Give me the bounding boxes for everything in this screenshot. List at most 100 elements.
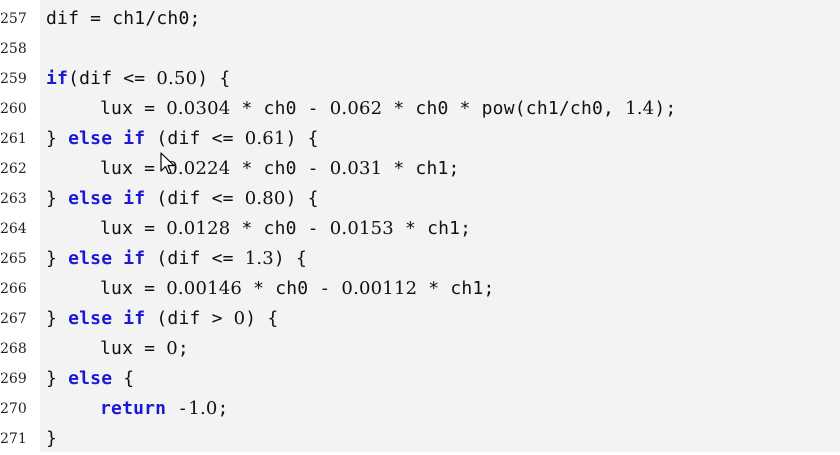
code-text: } else if (dif <= 0.80) {	[46, 184, 319, 214]
code-line: 268 lux = 0;	[0, 334, 840, 364]
code-line: 257 dif = ch1/ch0;	[0, 4, 840, 34]
code-keyword: else	[68, 368, 113, 389]
code-keyword: else if	[68, 128, 146, 149]
code-keyword: else if	[68, 188, 146, 209]
code-token: * ch0 -	[230, 158, 330, 179]
code-token: * ch0 -	[230, 98, 330, 119]
code-number: 0.61	[244, 128, 286, 149]
code-token: (dif <=	[145, 248, 245, 269]
code-token: ) {	[285, 188, 319, 209]
code-token: * ch0 -	[230, 218, 330, 239]
code-line: 265} else if (dif <= 1.3) {	[0, 244, 840, 274]
code-token: ;	[177, 338, 189, 359]
line-number: 270	[0, 401, 27, 417]
line-number: 266	[0, 281, 27, 297]
code-number: 0.0304	[166, 98, 231, 119]
code-token: (dif <=	[145, 128, 245, 149]
code-line: 271}	[0, 424, 840, 454]
code-token: }	[46, 308, 69, 329]
code-line: 269 } else {	[0, 364, 840, 394]
code-number: 1.0	[188, 398, 218, 419]
code-token: * ch1;	[417, 278, 495, 299]
code-token: * ch1;	[382, 158, 460, 179]
code-token: ) {	[245, 308, 279, 329]
code-line: 270 return -1.0;	[0, 394, 840, 424]
code-number: 0.031	[329, 158, 383, 179]
code-number: 1.4	[625, 98, 655, 119]
code-number: 0.0153	[329, 218, 394, 239]
code-token: (dif <=	[145, 188, 245, 209]
code-line: 267} else if (dif > 0) {	[0, 304, 840, 334]
code-line: 261} else if (dif <= 0.61) {	[0, 124, 840, 154]
code-token: * ch1;	[393, 218, 472, 239]
line-number: 267	[0, 311, 27, 327]
code-token: }	[46, 188, 69, 209]
code-text: } else if (dif > 0) {	[46, 304, 278, 334]
line-number: 259	[0, 71, 27, 87]
code-text: lux = 0;	[100, 334, 189, 364]
code-token: }	[46, 248, 69, 269]
code-token: ) {	[197, 68, 231, 89]
code-number: 0.80	[244, 188, 286, 209]
code-keyword: return	[100, 398, 167, 419]
code-text: } else {	[46, 364, 134, 394]
code-token: lux =	[100, 278, 167, 299]
code-line: 258	[0, 34, 840, 64]
code-number: 0.0224	[166, 158, 231, 179]
code-text: if(dif <= 0.50) {	[46, 64, 230, 94]
code-line: 260 lux = 0.0304 * ch0 - 0.062 * ch0 * po…	[0, 94, 840, 124]
code-keyword: else if	[68, 308, 146, 329]
code-line: 264 lux = 0.0128 * ch0 - 0.0153 * ch1;	[0, 214, 840, 244]
code-text: lux = 0.0224 * ch0 - 0.031 * ch1;	[100, 154, 460, 184]
code-token: lux =	[100, 218, 167, 239]
code-token: * ch0 * pow(ch1/ch0,	[382, 98, 626, 119]
line-number: 257	[0, 11, 27, 27]
line-number: 269	[0, 371, 27, 387]
line-number: 262	[0, 161, 27, 177]
code-line: 259 if(dif <= 0.50) {	[0, 64, 840, 94]
code-token: dif = ch1/ch0;	[46, 8, 201, 29]
code-token: }	[46, 428, 58, 449]
line-number: 258	[0, 41, 27, 57]
code-line: 263} else if (dif <= 0.80) {	[0, 184, 840, 214]
code-token: (dif >	[145, 308, 234, 329]
line-number: 261	[0, 131, 27, 147]
line-number: 263	[0, 191, 27, 207]
code-token: }	[46, 128, 69, 149]
code-token: );	[654, 98, 677, 119]
line-number: 271	[0, 431, 27, 447]
code-token: ) {	[273, 248, 308, 269]
code-line: 262 lux = 0.0224 * ch0 - 0.031 * ch1;	[0, 154, 840, 184]
code-text: }	[46, 424, 57, 454]
code-number: 0.062	[329, 98, 383, 119]
code-text: lux = 0.0304 * ch0 - 0.062 * ch0 * pow(c…	[100, 94, 676, 124]
code-token: lux =	[100, 338, 167, 359]
code-number: 0	[233, 308, 246, 329]
line-number: 260	[0, 101, 27, 117]
code-number: 0.0128	[166, 218, 231, 239]
code-panel	[40, 0, 840, 452]
code-number: 0.00112	[341, 278, 418, 299]
code-text: lux = 0.00146 * ch0 - 0.00112 * ch1;	[100, 274, 495, 304]
code-token: -	[166, 398, 189, 419]
code-number: 0.00146	[166, 278, 243, 299]
code-keyword: else if	[68, 248, 146, 269]
code-keyword: if	[46, 68, 69, 89]
code-number: 0.50	[156, 68, 198, 89]
code-line: 266 lux = 0.00146 * ch0 - 0.00112 * ch1;	[0, 274, 840, 304]
code-token: * ch0 -	[242, 278, 342, 299]
code-token: ) {	[285, 128, 319, 149]
code-token: ;	[217, 398, 229, 419]
code-text: } else if (dif <= 0.61) {	[46, 124, 319, 154]
code-text: } else if (dif <= 1.3) {	[46, 244, 307, 274]
code-token: }	[46, 368, 69, 389]
code-token: lux =	[100, 158, 167, 179]
code-token: lux =	[100, 98, 167, 119]
code-listing: 257 dif = ch1/ch0; 258 259 if(dif <= 0.50) {…	[0, 4, 840, 454]
code-number: 1.3	[244, 248, 274, 269]
line-number: 265	[0, 251, 27, 267]
code-text: return -1.0;	[100, 394, 229, 424]
mouse-pointer-icon	[160, 152, 175, 175]
line-number: 264	[0, 221, 27, 237]
code-number: 0	[166, 338, 178, 359]
